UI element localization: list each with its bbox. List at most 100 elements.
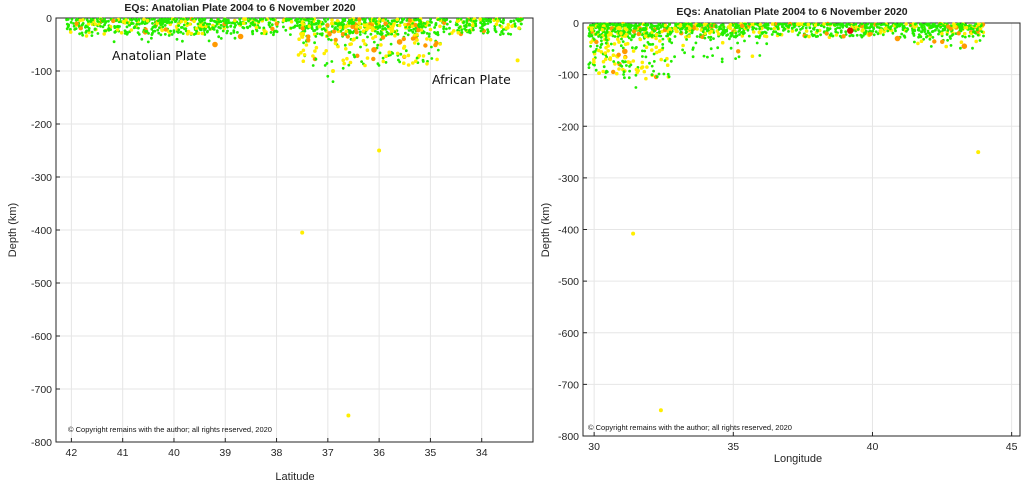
quake-point-small (404, 31, 407, 35)
quake-point-small (378, 51, 382, 55)
quake-point-medium (371, 36, 375, 40)
quake-point-small (459, 17, 463, 21)
quake-point-small (289, 33, 292, 36)
quake-point-small (304, 18, 308, 22)
quake-point-small (163, 24, 167, 27)
quake-point-small (502, 18, 505, 22)
quake-point-medium (183, 20, 188, 24)
quake-point-small (315, 22, 318, 25)
quake-point-small (152, 25, 156, 29)
quake-point-small (135, 22, 139, 26)
quake-point-small (288, 18, 292, 21)
quake-point-medium (342, 61, 347, 66)
quake-point-small (135, 19, 138, 23)
quake-point-small (129, 18, 132, 21)
quake-point-medium (338, 25, 343, 30)
quake-point-small (221, 19, 225, 23)
quake-point-small (289, 26, 293, 30)
quake-point-large (355, 53, 360, 58)
quake-point-small (366, 35, 369, 39)
quake-point-medium (330, 18, 334, 22)
quake-point-small (247, 19, 250, 23)
quake-point-small (200, 19, 204, 23)
quake-point-small (242, 26, 246, 30)
quake-point-small (137, 17, 141, 21)
quake-point-small (428, 23, 431, 27)
quake-point-small (460, 31, 464, 34)
quake-point-large (407, 18, 412, 23)
quake-point-small (358, 30, 362, 34)
quake-point-small (163, 32, 167, 36)
quake-point-small (294, 18, 297, 22)
quake-point-small (377, 64, 381, 67)
quake-point-small (168, 21, 171, 24)
quake-point-medium (392, 22, 396, 27)
quake-point-small (474, 24, 478, 28)
quake-point-medium (510, 24, 514, 29)
quake-point-small (199, 17, 202, 21)
quake-point-medium (402, 46, 406, 50)
quake-point-medium (403, 22, 407, 27)
quake-point-small (442, 30, 446, 34)
quake-point-small (72, 24, 76, 28)
quake-point-large (237, 33, 244, 40)
quake-point-small (215, 29, 219, 33)
quake-point-medium (314, 45, 319, 50)
quake-point-large (345, 34, 350, 39)
quake-point-large (327, 32, 332, 37)
quake-point-medium (129, 28, 134, 32)
quake-point-medium (506, 25, 510, 30)
quake-point-small (500, 30, 503, 34)
quake-point-small (229, 32, 233, 35)
quake-point-medium (365, 48, 370, 52)
earthquake-points (65, 17, 524, 418)
quake-point-small (270, 23, 274, 27)
quake-point-medium (397, 23, 402, 28)
quake-point-medium (428, 37, 433, 42)
quake-point-small (86, 25, 89, 29)
quake-point-small (96, 32, 100, 35)
quake-point-small (95, 17, 99, 21)
quake-point-small (421, 58, 425, 62)
quake-point-medium (289, 19, 294, 24)
quake-point-small (407, 29, 411, 32)
quake-point-small (420, 23, 423, 26)
quake-point-small (329, 38, 333, 42)
quake-point-small (393, 19, 397, 22)
quake-point-large (413, 22, 418, 28)
quake-point-small (208, 27, 212, 31)
quake-point-medium (241, 21, 246, 26)
quake-point-medium (415, 38, 419, 42)
quake-point-small (81, 33, 84, 37)
quake-point-small (84, 25, 87, 29)
quake-point-small (438, 17, 441, 21)
quake-point-small (237, 22, 241, 26)
quake-point-small (517, 17, 521, 21)
quake-point-medium (395, 17, 400, 22)
quake-point-medium (506, 22, 511, 27)
quake-point-medium (435, 57, 439, 62)
quake-point-medium (243, 17, 248, 21)
quake-point-medium (121, 19, 126, 24)
quake-point-small (87, 28, 91, 32)
quake-point-small (74, 18, 78, 22)
quake-point-small (215, 22, 219, 26)
quake-point-large (357, 17, 362, 22)
quake-point-small (333, 27, 337, 30)
quake-point-large (396, 39, 403, 45)
quake-point-medium (494, 22, 499, 27)
chart-title: EQs: Anatolian Plate 2004 to 6 November … (124, 2, 355, 14)
quake-point-small (233, 36, 237, 40)
quake-point-small (396, 32, 400, 36)
quake-point-medium (188, 22, 192, 26)
x-tick-label: 34 (476, 447, 488, 459)
quake-point-medium (346, 23, 351, 28)
quake-point-medium (363, 42, 367, 46)
quake-point-medium (381, 18, 385, 23)
quake-point-small (296, 24, 299, 27)
quake-point-small (343, 43, 347, 47)
quake-point-small (232, 31, 236, 34)
x-tick-label: 35 (425, 447, 437, 459)
quake-point-medium (389, 27, 393, 32)
quake-point-medium (78, 18, 83, 23)
